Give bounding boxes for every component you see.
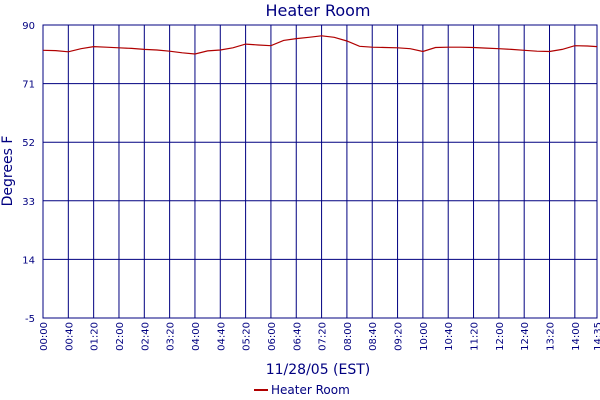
x-tick-label: 03:20 [166,322,177,351]
x-tick-label: 06:40 [292,322,303,351]
x-tick-label: 02:40 [140,322,151,351]
grid-lines [42,24,598,319]
series-line [42,35,598,55]
x-tick-label: 10:00 [419,322,430,351]
x-tick-label: 14:00 [571,322,582,351]
y-tick-label: -5 [25,314,35,325]
x-tick-label: 00:40 [64,322,75,351]
x-tick-label: 11:20 [470,322,481,351]
x-tick-label: 09:20 [394,322,405,351]
x-tick-label: 04:40 [216,322,227,351]
x-tick-label: 12:40 [520,322,531,351]
x-tick-label: 00:00 [39,322,50,351]
y-tick-label: 71 [22,80,35,91]
x-tick-label: 13:20 [546,322,557,351]
x-tick-label: 08:40 [368,322,379,351]
plot-area [42,24,598,319]
y-tick-label: 33 [22,197,35,208]
x-tick-label: 04:00 [191,322,202,351]
x-tick-label: 10:40 [444,322,455,351]
legend-label: Heater Room [271,383,350,397]
y-tick-label: 14 [22,255,35,266]
x-tick-label: 08:00 [343,322,354,351]
x-tick-label: 02:00 [115,322,126,351]
x-axis: 00:00 00:40 01:20 02:00 02:40 03:20 04:00 04:40… [39,322,600,351]
series-group [42,35,598,55]
y-tick-label: 90 [22,21,35,32]
legend: Heater Room [254,383,350,397]
y-axis-label: Degrees F [0,136,16,207]
y-tick-label: 52 [22,138,35,149]
chart-title: Heater Room [265,1,370,20]
x-tick-label: 06:00 [267,322,278,351]
y-axis: 90 71 52 33 14 -5 [22,21,35,325]
x-axis-label: 11/28/05 (EST) [266,362,371,378]
x-tick-label: 12:00 [495,322,506,351]
x-tick-label: 01:20 [90,322,101,351]
x-tick-label: 05:20 [242,322,253,351]
x-tick-label: 14:35 [593,322,600,351]
x-tick-label: 07:20 [318,322,329,351]
